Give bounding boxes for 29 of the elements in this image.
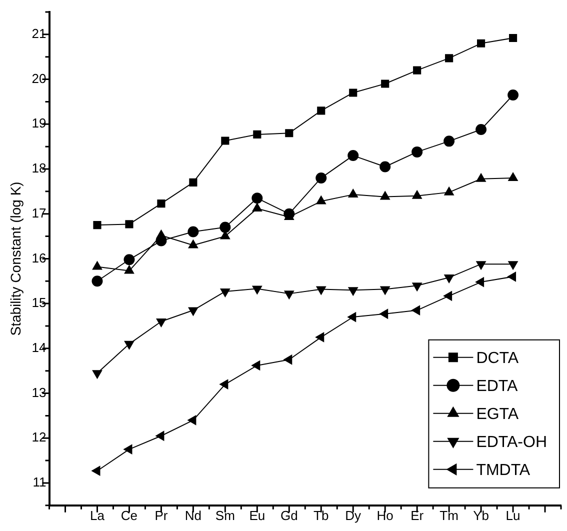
- x-tick-label: La: [90, 508, 106, 523]
- x-tick-label: Er: [410, 508, 424, 523]
- y-tick-label: 11: [32, 474, 46, 490]
- y-tick-label: 20: [32, 70, 46, 86]
- x-tick-label: Eu: [249, 508, 266, 523]
- y-tick-label: 21: [32, 26, 46, 42]
- y-tick-label: 12: [32, 430, 46, 445]
- x-tick-label: Tb: [314, 508, 329, 523]
- legend-label: TMDTA: [476, 462, 530, 479]
- legend-label: EDTA-OH: [476, 434, 547, 451]
- y-tick-label: 14: [32, 340, 46, 355]
- x-tick-label: Sm: [215, 508, 235, 523]
- x-tick-label: Dy: [345, 508, 362, 523]
- x-tick-label: Nd: [184, 508, 202, 523]
- x-tick-label: Tm: [440, 508, 458, 523]
- x-tick-label: Gd: [280, 508, 298, 523]
- legend-label: EGTA: [476, 406, 519, 423]
- x-tick-label: Pr: [154, 508, 168, 523]
- x-tick-label: Lu: [506, 508, 520, 523]
- y-tick-label: 18: [32, 160, 46, 176]
- x-tick-label: Ce: [120, 508, 138, 523]
- y-axis-title: Stability Constant (log K): [7, 182, 24, 336]
- legend-label: EDTA: [476, 378, 518, 395]
- y-tick-label: 16: [32, 250, 46, 266]
- y-tick-label: 15: [32, 295, 46, 310]
- y-tick-label: 17: [32, 205, 46, 220]
- x-tick-label: Yb: [473, 508, 489, 523]
- x-tick-label: Ho: [376, 508, 394, 523]
- legend-label: DCTA: [476, 350, 519, 367]
